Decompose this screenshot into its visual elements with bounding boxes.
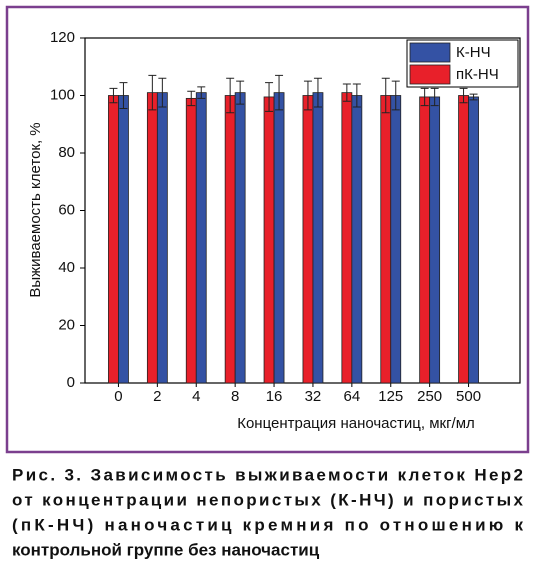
bar xyxy=(302,95,314,384)
bar xyxy=(195,92,207,384)
error-bar xyxy=(430,87,439,107)
x-tick-label: 8 xyxy=(231,388,239,405)
error-bar xyxy=(420,87,429,107)
bar xyxy=(341,92,353,384)
bar xyxy=(108,95,119,384)
y-axis-label: Выживаемость клеток, % xyxy=(27,122,44,297)
legend-label: пК-НЧ xyxy=(456,66,499,83)
bar xyxy=(263,96,275,384)
error-bar xyxy=(352,83,361,108)
x-tick-label: 250 xyxy=(417,388,442,405)
bar xyxy=(380,95,392,384)
error-bar xyxy=(158,77,167,108)
bar xyxy=(224,95,236,384)
bar xyxy=(118,95,129,384)
y-tick-label: 80 xyxy=(58,144,75,161)
error-bar xyxy=(265,82,274,112)
legend-swatch xyxy=(409,42,451,63)
y-tick-label: 40 xyxy=(58,259,75,276)
bar xyxy=(146,92,158,384)
error-bar xyxy=(275,74,284,111)
x-tick-label: 125 xyxy=(378,388,403,405)
bar xyxy=(234,92,246,384)
frame xyxy=(5,5,530,454)
error-bar xyxy=(342,83,351,102)
bar xyxy=(273,92,285,384)
x-tick-label: 64 xyxy=(344,388,361,405)
error-bar xyxy=(187,90,196,107)
x-tick-label: 16 xyxy=(266,388,283,405)
bar xyxy=(351,95,363,384)
legend-label: К-НЧ xyxy=(456,44,491,61)
x-tick-label: 2 xyxy=(153,388,161,405)
bar xyxy=(429,96,441,384)
x-tick-label: 32 xyxy=(305,388,322,405)
error-bar xyxy=(236,80,245,105)
x-tick-label: 0 xyxy=(114,388,122,405)
caption-line: Рис. 3. Зависимость выживаемости клеток … xyxy=(12,465,523,484)
bar xyxy=(185,97,197,384)
bar xyxy=(468,96,479,384)
y-tick-label: 120 xyxy=(50,29,75,46)
legend-swatch xyxy=(409,64,451,85)
error-bar xyxy=(391,80,400,111)
y-tick-label: 60 xyxy=(58,201,75,218)
x-tick-label: 4 xyxy=(192,388,200,405)
caption-line: от концентрации непористых (К-НЧ) и пори… xyxy=(12,490,524,509)
error-bar xyxy=(197,86,206,99)
error-bar xyxy=(459,87,468,104)
error-bar xyxy=(303,80,312,111)
x-tick-label: 500 xyxy=(456,388,481,405)
y-tick-label: 20 xyxy=(58,316,75,333)
error-bar xyxy=(119,82,128,109)
error-bar xyxy=(226,77,235,114)
error-bar xyxy=(469,93,478,101)
bar xyxy=(390,95,402,384)
bar xyxy=(156,92,168,384)
error-bar xyxy=(148,74,157,111)
error-bar xyxy=(109,87,118,104)
y-tick-label: 0 xyxy=(67,374,75,391)
bar xyxy=(458,95,469,384)
caption-line: (пК-НЧ) наночастиц кремния по отношению … xyxy=(12,515,523,534)
x-axis-label: Концентрация наночастиц, мкг/мл xyxy=(237,415,475,432)
bar xyxy=(312,92,324,384)
error-bar xyxy=(313,77,322,108)
y-tick-label: 100 xyxy=(50,86,75,103)
error-bar xyxy=(381,77,390,114)
bar xyxy=(419,96,431,384)
caption-line: контрольной группе без наночастиц xyxy=(12,540,320,559)
